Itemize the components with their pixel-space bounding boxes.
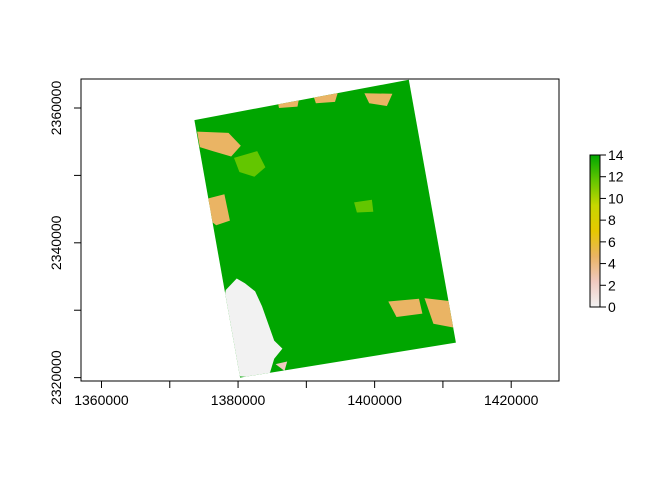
x-axis: 1360000 1380000 1400000 1420000	[74, 380, 539, 408]
color-legend: 0 2 4 6 8 10 12 14	[589, 147, 624, 315]
raster-region-east-patch-1	[388, 298, 423, 317]
raster-region-light-green-1	[234, 151, 266, 177]
y-tick-label: 2360000	[48, 81, 64, 136]
x-tick-label: 1420000	[484, 392, 539, 408]
raster-region-light-green-2	[354, 199, 374, 213]
legend-tick-label: 6	[608, 234, 616, 250]
y-tick-label: 2320000	[48, 350, 64, 405]
x-tick-label: 1360000	[74, 392, 129, 408]
legend-tick-label: 4	[608, 256, 616, 272]
raster-region-east-patch-2	[424, 298, 455, 328]
legend-tick-label: 12	[608, 169, 624, 185]
raster-region-no-data-area	[221, 278, 283, 378]
raster-region-pink-pixels	[275, 361, 288, 371]
raster-region-west-band-1	[197, 131, 241, 157]
raster-region-north-patch-1	[277, 95, 300, 108]
legend-color-bar	[589, 154, 601, 308]
x-tick-label: 1400000	[347, 392, 402, 408]
raster-layer	[194, 79, 456, 378]
raster-region-north-patch-2	[311, 88, 340, 104]
legend-tick-label: 2	[608, 277, 616, 293]
raster-region-west-band-2	[206, 194, 230, 226]
legend-tick-label: 14	[608, 147, 624, 163]
x-tick-label: 1380000	[211, 392, 266, 408]
raster-region-north-patch-3	[364, 93, 393, 106]
legend-tick-label: 8	[608, 212, 616, 228]
y-axis: 2320000 2340000 2360000	[48, 81, 82, 405]
legend-tick-label: 10	[608, 190, 624, 206]
legend-tick-label: 0	[608, 299, 616, 315]
y-tick-label: 2340000	[48, 215, 64, 270]
